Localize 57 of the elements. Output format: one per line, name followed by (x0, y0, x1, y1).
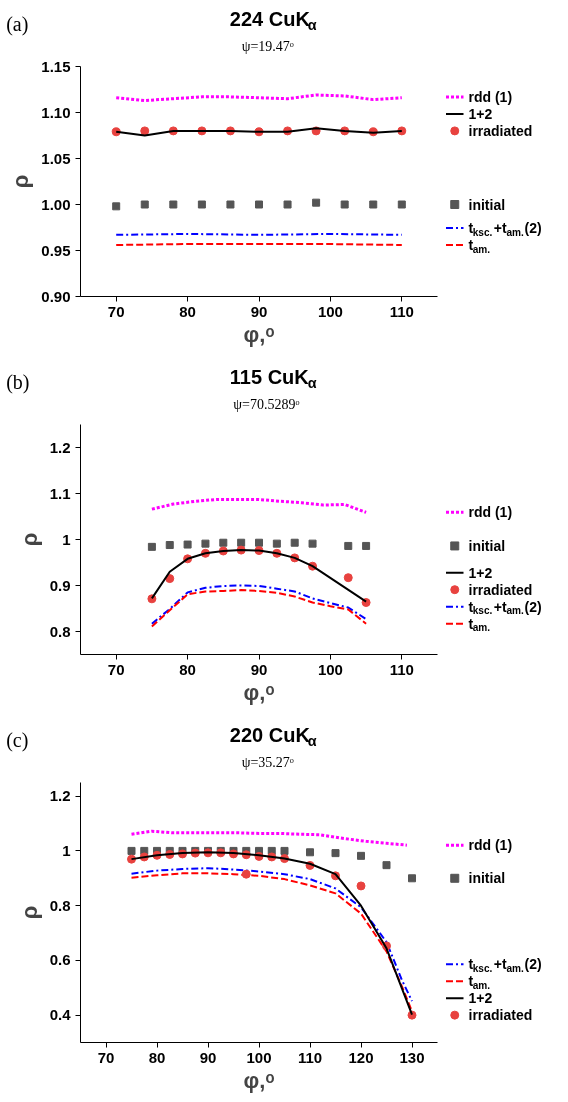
x-axis-title: φ,ᵒ (243, 1067, 275, 1093)
y-tick-label: 1 (62, 841, 71, 859)
y-tick-label: 1.15 (41, 57, 71, 75)
x-tick-label: 90 (250, 302, 268, 320)
x-tick-label: 80 (148, 1048, 166, 1066)
y-axis-title: ρ (16, 905, 42, 920)
legend-label: irradiated (468, 122, 533, 139)
x-tick-label: 80 (179, 660, 196, 678)
y-tick-label: 1.00 (41, 195, 71, 213)
x-tick-label: 70 (97, 1048, 115, 1066)
legend-label: initial (468, 537, 506, 554)
legend-label: 1+2 (468, 105, 493, 122)
y-tick-label: 1.10 (41, 103, 71, 121)
x-tick-label: 100 (246, 1048, 272, 1066)
x-tick-label: 110 (389, 302, 414, 320)
x-tick-label: 90 (199, 1048, 217, 1066)
x-tick-label: 100 (317, 660, 343, 678)
y-tick-label: 1 (62, 530, 71, 548)
legend-label: rdd (1) (468, 837, 513, 854)
text: (c) (6, 728, 29, 752)
y-axis-title: ρ (16, 532, 42, 547)
x-tick-label: 70 (107, 660, 125, 678)
chart-subtitle: ψ=19.47ᵒ (241, 39, 294, 55)
y-tick-label: 0.95 (41, 241, 71, 259)
chart-subtitle: ψ=35.27ᵒ (241, 755, 294, 771)
y-tick-label: 0.8 (49, 622, 71, 640)
y-tick-label: 1.2 (49, 787, 71, 805)
y-tick-label: 0.4 (49, 1006, 72, 1024)
y-tick-label: 0.9 (49, 576, 71, 594)
legend-label: initial (468, 196, 506, 213)
x-tick-label: 80 (179, 302, 196, 320)
x-tick-label: 120 (348, 1048, 374, 1066)
y-tick-label: 1.2 (49, 438, 71, 456)
legend-label: 1+2 (468, 564, 493, 581)
legend-label: rdd (1) (468, 504, 513, 521)
x-tick-label: 110 (389, 660, 414, 678)
chart-subtitle: ψ=70.5289ᵒ (233, 397, 300, 413)
text: (a) (6, 12, 29, 36)
x-tick-label: 70 (107, 302, 125, 320)
y-axis-title: ρ (8, 174, 34, 189)
legend-label: irradiated (468, 581, 533, 598)
x-tick-label: 100 (317, 302, 343, 320)
legend-label: initial (468, 870, 506, 887)
x-tick-label: 90 (250, 660, 268, 678)
legend-label: rdd (1) (468, 88, 513, 105)
text: (b) (6, 370, 30, 394)
x-tick-label: 130 (399, 1048, 425, 1066)
y-tick-label: 1.1 (49, 484, 71, 502)
x-axis-title: φ,ᵒ (243, 679, 275, 705)
legend-label: 1+2 (468, 990, 493, 1007)
x-tick-label: 110 (297, 1048, 323, 1066)
y-tick-label: 0.8 (49, 896, 71, 914)
legend-label: irradiated (468, 1007, 533, 1024)
x-axis-title: φ,ᵒ (243, 321, 275, 347)
y-tick-label: 0.6 (49, 951, 71, 969)
y-tick-label: 1.05 (41, 149, 71, 167)
y-tick-label: 0.90 (41, 287, 71, 305)
